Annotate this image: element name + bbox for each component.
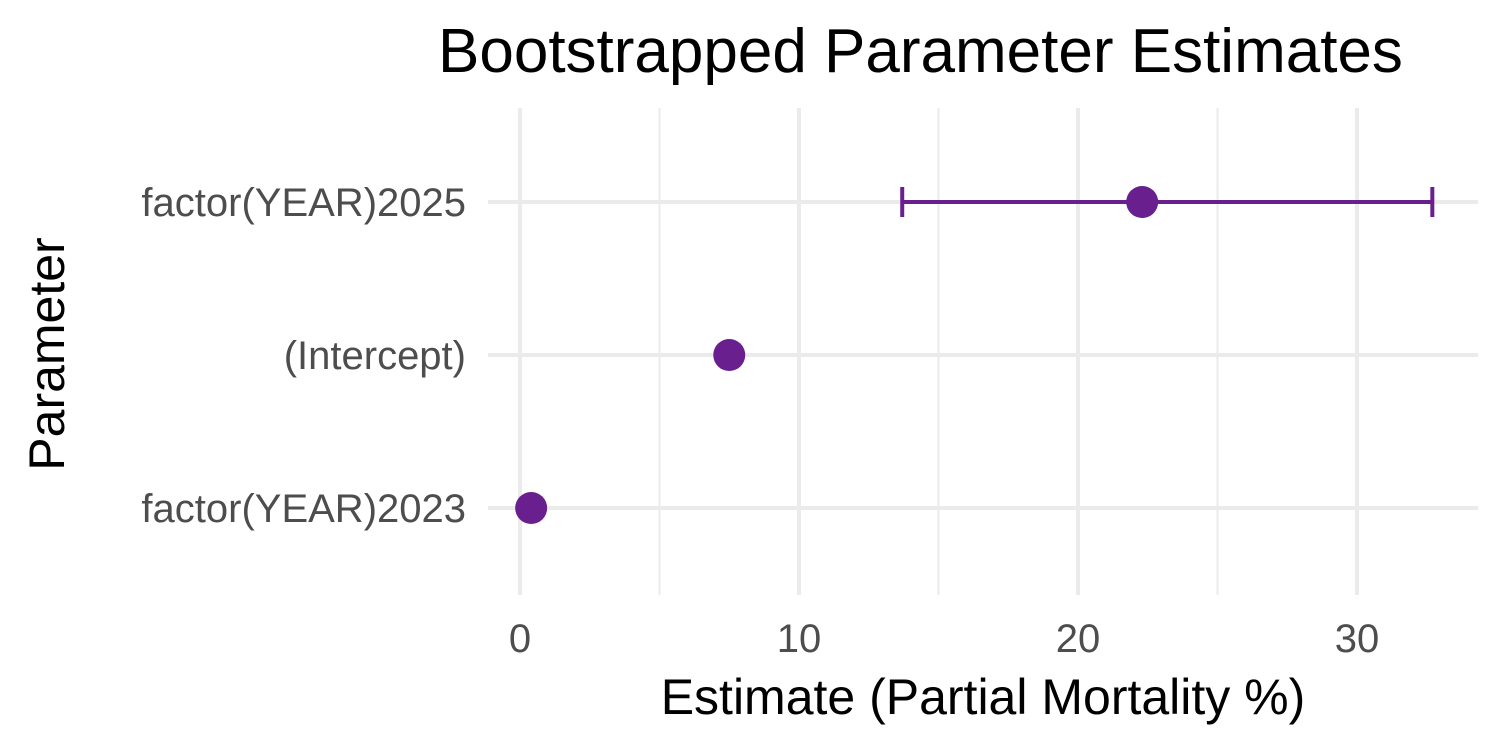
estimate-point xyxy=(515,492,548,524)
y-tick-label: factor(YEAR)2023 xyxy=(141,487,466,531)
y-axis-title: Parameter xyxy=(19,237,75,470)
estimate-point xyxy=(713,339,746,371)
ticks-layer: 0 10 20 30 factor(YEAR)2023 (Intercept) factor… xyxy=(141,181,1379,661)
grid-layer xyxy=(488,108,1478,595)
marks-layer xyxy=(515,186,1435,524)
x-tick-label: 0 xyxy=(509,617,531,661)
chart-title: Bootstrapped Parameter Estimates xyxy=(438,17,1403,86)
x-tick-label: 30 xyxy=(1335,617,1380,661)
estimate-point xyxy=(1126,186,1159,218)
y-tick-label: factor(YEAR)2025 xyxy=(141,181,466,225)
x-axis-title: Estimate (Partial Mortality %) xyxy=(661,669,1306,725)
x-tick-label: 20 xyxy=(1056,617,1101,661)
x-tick-label: 10 xyxy=(777,617,822,661)
y-tick-label: (Intercept) xyxy=(284,334,466,378)
